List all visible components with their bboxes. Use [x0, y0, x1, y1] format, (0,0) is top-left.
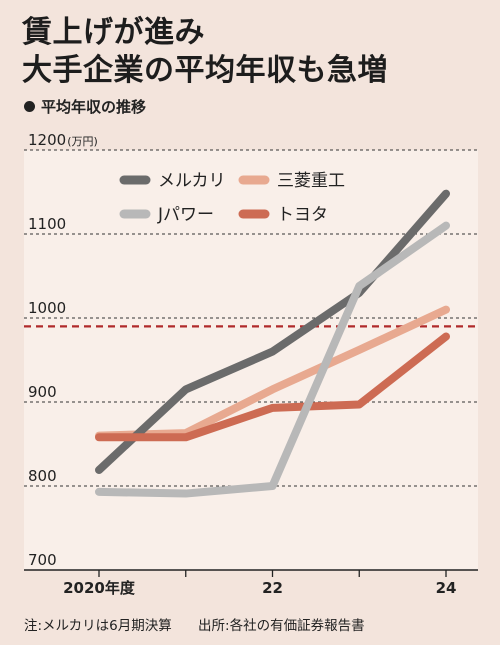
unit-label: (万円) — [67, 135, 98, 148]
series-line — [95, 221, 450, 498]
title-line-1: 賃上げが進み — [22, 15, 205, 50]
legend-label: 三菱重工 — [277, 171, 345, 191]
y-axis-tick-labels: 700 800 900 1000 1100 1200(万円) — [28, 131, 98, 569]
title-line-2: 大手企業の平均年収も急増 — [22, 53, 388, 88]
y-tick-label: 1000 — [28, 299, 66, 317]
x-tick-label: 2020年度 — [63, 579, 136, 597]
bullet-icon — [24, 101, 35, 112]
chart-subtitle: 平均年収の推移 — [24, 96, 146, 117]
legend: メルカリ 三菱重工 Jパワー トヨタ — [119, 171, 345, 225]
gridlines — [24, 149, 478, 487]
y-tick-label: 900 — [28, 383, 57, 401]
line-chart: 700 800 900 1000 1100 1200(万円) 2020年度 22 24 メルカ… — [24, 131, 478, 597]
legend-label: トヨタ — [277, 205, 328, 225]
legend-label: メルカリ — [158, 171, 226, 191]
y-tick-label: 700 — [28, 551, 57, 569]
legend-label: Jパワー — [157, 205, 214, 225]
series-line — [95, 332, 450, 442]
footnote-note: 注:メルカリは6月期決算 — [24, 618, 172, 634]
y-tick-label: 800 — [28, 467, 57, 485]
subtitle-text: 平均年収の推移 — [41, 98, 147, 116]
series-lines — [95, 189, 450, 498]
y-tick-label: 1100 — [28, 215, 66, 233]
footnote-source: 出所:各社の有価証券報告書 — [198, 618, 365, 634]
x-tick-label: 24 — [436, 579, 457, 597]
y-tick-label: 1200(万円) — [28, 131, 98, 149]
footnote: 注:メルカリは6月期決算 出所:各社の有価証券報告書 — [24, 614, 365, 634]
chart-title: 賃上げが進み 大手企業の平均年収も急増 — [22, 14, 388, 90]
series-line — [95, 189, 450, 475]
x-tick-label: 22 — [262, 579, 283, 597]
x-axis-ticks: 2020年度 22 24 — [63, 570, 456, 597]
